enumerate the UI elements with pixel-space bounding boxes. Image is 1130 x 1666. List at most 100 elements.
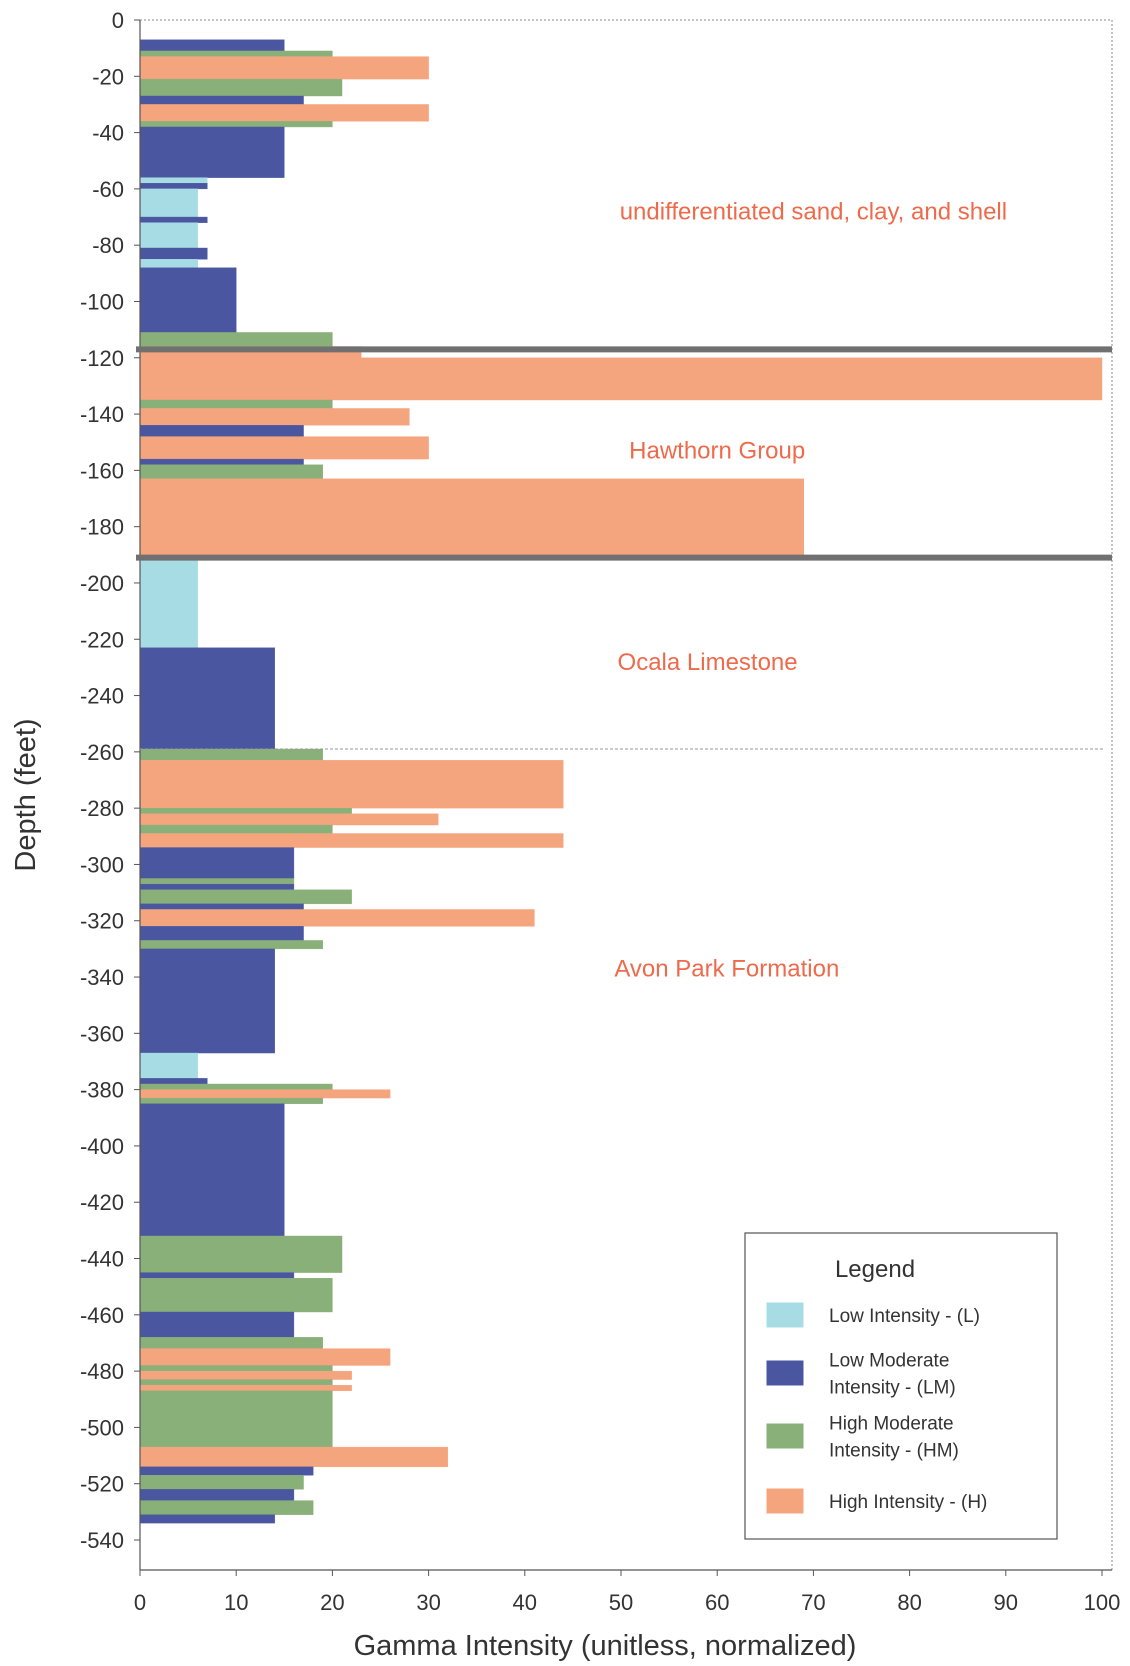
bar-segment-27 — [139, 647, 275, 750]
bar-segment-55 — [139, 1365, 333, 1372]
bar-segment-3 — [139, 78, 343, 97]
y-tick-label: -220 — [80, 627, 124, 652]
legend-swatch-hm — [766, 1423, 804, 1449]
legend-title: Legend — [835, 1256, 915, 1283]
y-tick-label: -40 — [92, 121, 124, 146]
bar-segment-33 — [139, 833, 564, 848]
bar-segment-46 — [139, 1089, 391, 1099]
bar-segment-25 — [139, 478, 804, 558]
formation-label: Hawthorn Group — [629, 438, 805, 465]
bar-segment-8 — [139, 177, 208, 184]
bar-segment-5 — [139, 104, 429, 122]
legend-swatch-lm — [766, 1360, 804, 1386]
bar-segment-36 — [139, 883, 295, 890]
y-tick-label: -160 — [80, 458, 124, 483]
bar-segment-53 — [139, 1337, 323, 1349]
y-tick-label: -100 — [80, 289, 124, 314]
x-axis-title: Gamma Intensity (unitless, normalized) — [354, 1630, 857, 1662]
bar-segment-37 — [139, 889, 352, 905]
x-tick-label: 60 — [705, 1590, 729, 1615]
bar-segment-57 — [139, 1379, 333, 1386]
bar-segment-22 — [139, 436, 429, 460]
bar-segment-19 — [139, 399, 333, 409]
bar-segment-52 — [139, 1311, 295, 1338]
bar-segment-49 — [139, 1235, 343, 1273]
bar-segment-32 — [139, 824, 333, 834]
y-tick-label: -500 — [80, 1415, 124, 1440]
bar-segment-64 — [139, 1489, 295, 1501]
bar-segment-4 — [139, 95, 304, 105]
x-tick-label: 70 — [801, 1590, 825, 1615]
bar-segment-41 — [139, 940, 323, 950]
bar-segment-47 — [139, 1097, 323, 1104]
bar-segment-24 — [139, 464, 323, 480]
legend-label: High Intensity - (H) — [829, 1492, 987, 1513]
bar-segment-50 — [139, 1272, 295, 1279]
y-tick-label: -260 — [80, 740, 124, 765]
y-tick-label: -340 — [80, 965, 124, 990]
formation-label: Ocala Limestone — [618, 649, 798, 676]
x-tick-label: 50 — [609, 1590, 633, 1615]
bar-segment-61 — [139, 1446, 449, 1468]
formation-labels: undifferentiated sand, clay, and shell Ha… — [614, 198, 1007, 982]
formation-label: Avon Park Formation — [614, 956, 839, 983]
y-tick-label: -240 — [80, 684, 124, 709]
legend-label: Low Intensity - (L) — [829, 1306, 980, 1327]
bar-segment-11 — [139, 216, 208, 223]
bar-segment-31 — [139, 813, 439, 826]
bar-segment-43 — [139, 1052, 198, 1079]
bar-segment-30 — [139, 807, 352, 814]
y-axis-title: Depth (feet) — [10, 718, 42, 871]
bar-segment-48 — [139, 1103, 285, 1237]
bar-segment-23 — [139, 458, 304, 465]
legend-swatch-l — [766, 1302, 804, 1328]
bar-segment-6 — [139, 121, 333, 128]
bar-segment-35 — [139, 878, 295, 885]
y-tick-label: -120 — [80, 346, 124, 371]
bar-segment-15 — [139, 267, 237, 333]
bar-segment-58 — [139, 1384, 352, 1392]
axes: 0 -20 -40 -60 -80 -100 -120 -140 -160 -180 -200 -22… — [80, 8, 1120, 1615]
y-tick-label: -440 — [80, 1247, 124, 1272]
legend-label: Low Moderate — [829, 1351, 949, 1372]
x-tick-label: 90 — [994, 1590, 1018, 1615]
bar-segment-34 — [139, 847, 295, 879]
y-tick-label: -320 — [80, 909, 124, 934]
bar-segment-54 — [139, 1348, 391, 1366]
x-tick-label: 80 — [897, 1590, 921, 1615]
bar-segment-13 — [139, 247, 208, 260]
bar-segment-29 — [139, 760, 564, 809]
y-tick-label: -520 — [80, 1472, 124, 1497]
y-tick-label: -300 — [80, 852, 124, 877]
bar-segment-51 — [139, 1278, 333, 1313]
bar-segment-7 — [139, 126, 285, 178]
bar-segment-20 — [139, 408, 410, 426]
legend: Legend Low Intensity - (L) Low Moderate Int… — [744, 1232, 1058, 1540]
bar-segment-62 — [139, 1466, 314, 1476]
bar-segment-0 — [139, 39, 285, 52]
formation-boundaries — [136, 346, 1112, 750]
x-tick-label: 30 — [416, 1590, 440, 1615]
bar-segment-16 — [139, 332, 333, 347]
y-tick-label: -460 — [80, 1303, 124, 1328]
bar-segment-21 — [139, 425, 304, 437]
y-tick-label: -200 — [80, 571, 124, 596]
bar-segment-66 — [139, 1514, 275, 1524]
bar-segment-40 — [139, 926, 304, 941]
bar-layer — [139, 39, 1103, 1524]
x-tick-label: 10 — [224, 1590, 248, 1615]
y-tick-label: -60 — [92, 177, 124, 202]
bar-segment-44 — [139, 1078, 208, 1085]
bar-segment-26 — [139, 557, 198, 648]
y-tick-label: -80 — [92, 233, 124, 258]
y-tick-label: -20 — [92, 64, 124, 89]
x-tick-label: 100 — [1084, 1590, 1121, 1615]
y-tick-label: -360 — [80, 1021, 124, 1046]
bar-segment-60 — [139, 1396, 333, 1448]
bar-segment-63 — [139, 1475, 304, 1490]
legend-label: Intensity - (HM) — [829, 1441, 959, 1462]
y-tick-label: -280 — [80, 796, 124, 821]
y-tick-label: -400 — [80, 1134, 124, 1159]
y-tick-label: -540 — [80, 1528, 124, 1553]
